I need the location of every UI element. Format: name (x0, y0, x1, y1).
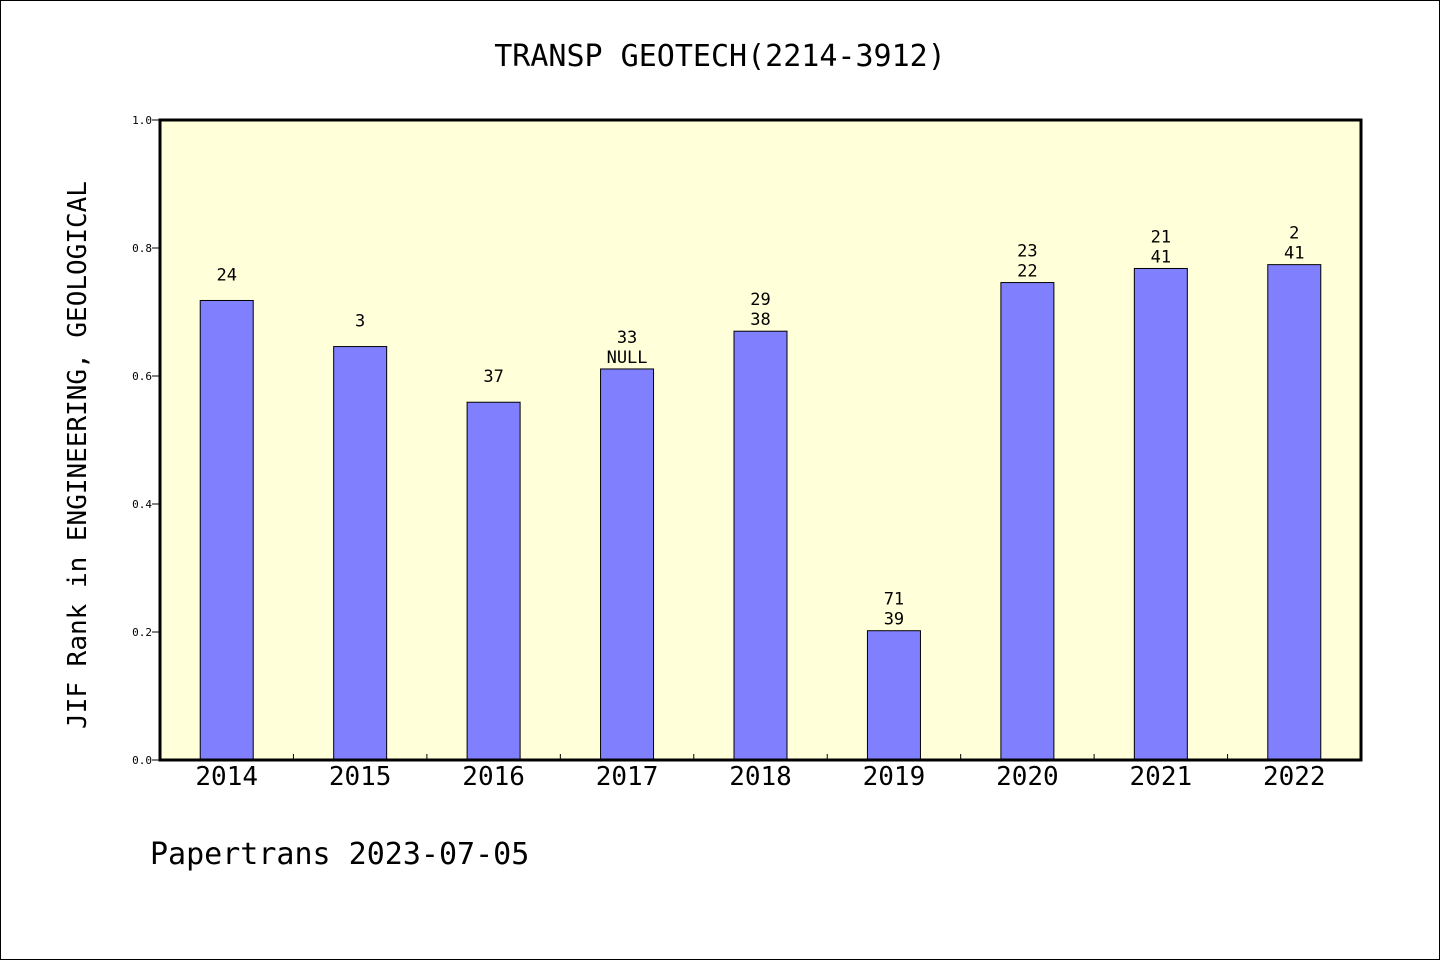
y-tick-label: 0.2 (132, 626, 152, 639)
y-tick-label: 1.0 (132, 114, 152, 127)
x-axis-ticks: 2014 2015 2016 2017 2018 2019 2020 2021 2022 (195, 754, 1326, 792)
y-tick-label: 0.4 (132, 498, 152, 511)
bar-2021 (1133, 267, 1188, 761)
plot-border (158, 118, 1363, 762)
bar-label-top: 37 (483, 367, 503, 387)
bar-label-bottom: 41 (1284, 244, 1304, 264)
x-tick-label: 2022 (1263, 762, 1326, 792)
bar-label-top: 2 (1289, 224, 1299, 244)
bar-2015 (333, 346, 388, 761)
x-tick-label: 2016 (462, 762, 525, 792)
bar-2016 (466, 401, 521, 761)
y-tick-label: 0.6 (132, 370, 152, 383)
bars-group (199, 264, 1322, 761)
bar-2017 (600, 368, 655, 761)
bar-label-top: 23 (1017, 242, 1037, 262)
x-tick-label: 2020 (996, 762, 1059, 792)
bar-label-top: 29 (750, 290, 770, 310)
bar-2019 (866, 630, 921, 761)
bar-label-bottom: 22 (1017, 262, 1037, 282)
y-tick-label: 0.8 (132, 242, 152, 255)
bar-2020 (1000, 282, 1055, 761)
bar-label-bottom: NULL (607, 348, 648, 368)
bar-label-top: 24 (216, 265, 236, 285)
chart-title: TRANSP GEOTECH(2214-3912) (494, 39, 946, 74)
y-axis-ticks: 0.0 0.2 0.4 0.6 0.8 1.0 (132, 114, 160, 767)
bar-label-top: 3 (355, 312, 365, 332)
x-tick-label: 2017 (596, 762, 659, 792)
x-tick-label: 2014 (195, 762, 258, 792)
y-tick-label: 0.0 (132, 754, 152, 767)
footer-text: Papertrans 2023-07-05 (150, 837, 529, 872)
bar-label-top: 71 (884, 590, 904, 610)
bar-label-top: 33 (617, 328, 637, 348)
bar-label-bottom: 41 (1151, 247, 1171, 267)
bar-label-top: 21 (1151, 227, 1171, 247)
bar-2022 (1267, 264, 1322, 761)
x-tick-label: 2019 (863, 762, 926, 792)
bar-2014 (199, 299, 254, 761)
x-tick-label: 2021 (1130, 762, 1193, 792)
bar-label-bottom: 39 (884, 610, 904, 630)
x-tick-label: 2018 (729, 762, 792, 792)
bar-label-bottom: 38 (750, 310, 770, 330)
y-axis-label: JIF Rank in ENGINEERING, GEOLOGICAL (63, 181, 93, 729)
bar-2018 (733, 330, 788, 761)
x-tick-label: 2015 (329, 762, 392, 792)
